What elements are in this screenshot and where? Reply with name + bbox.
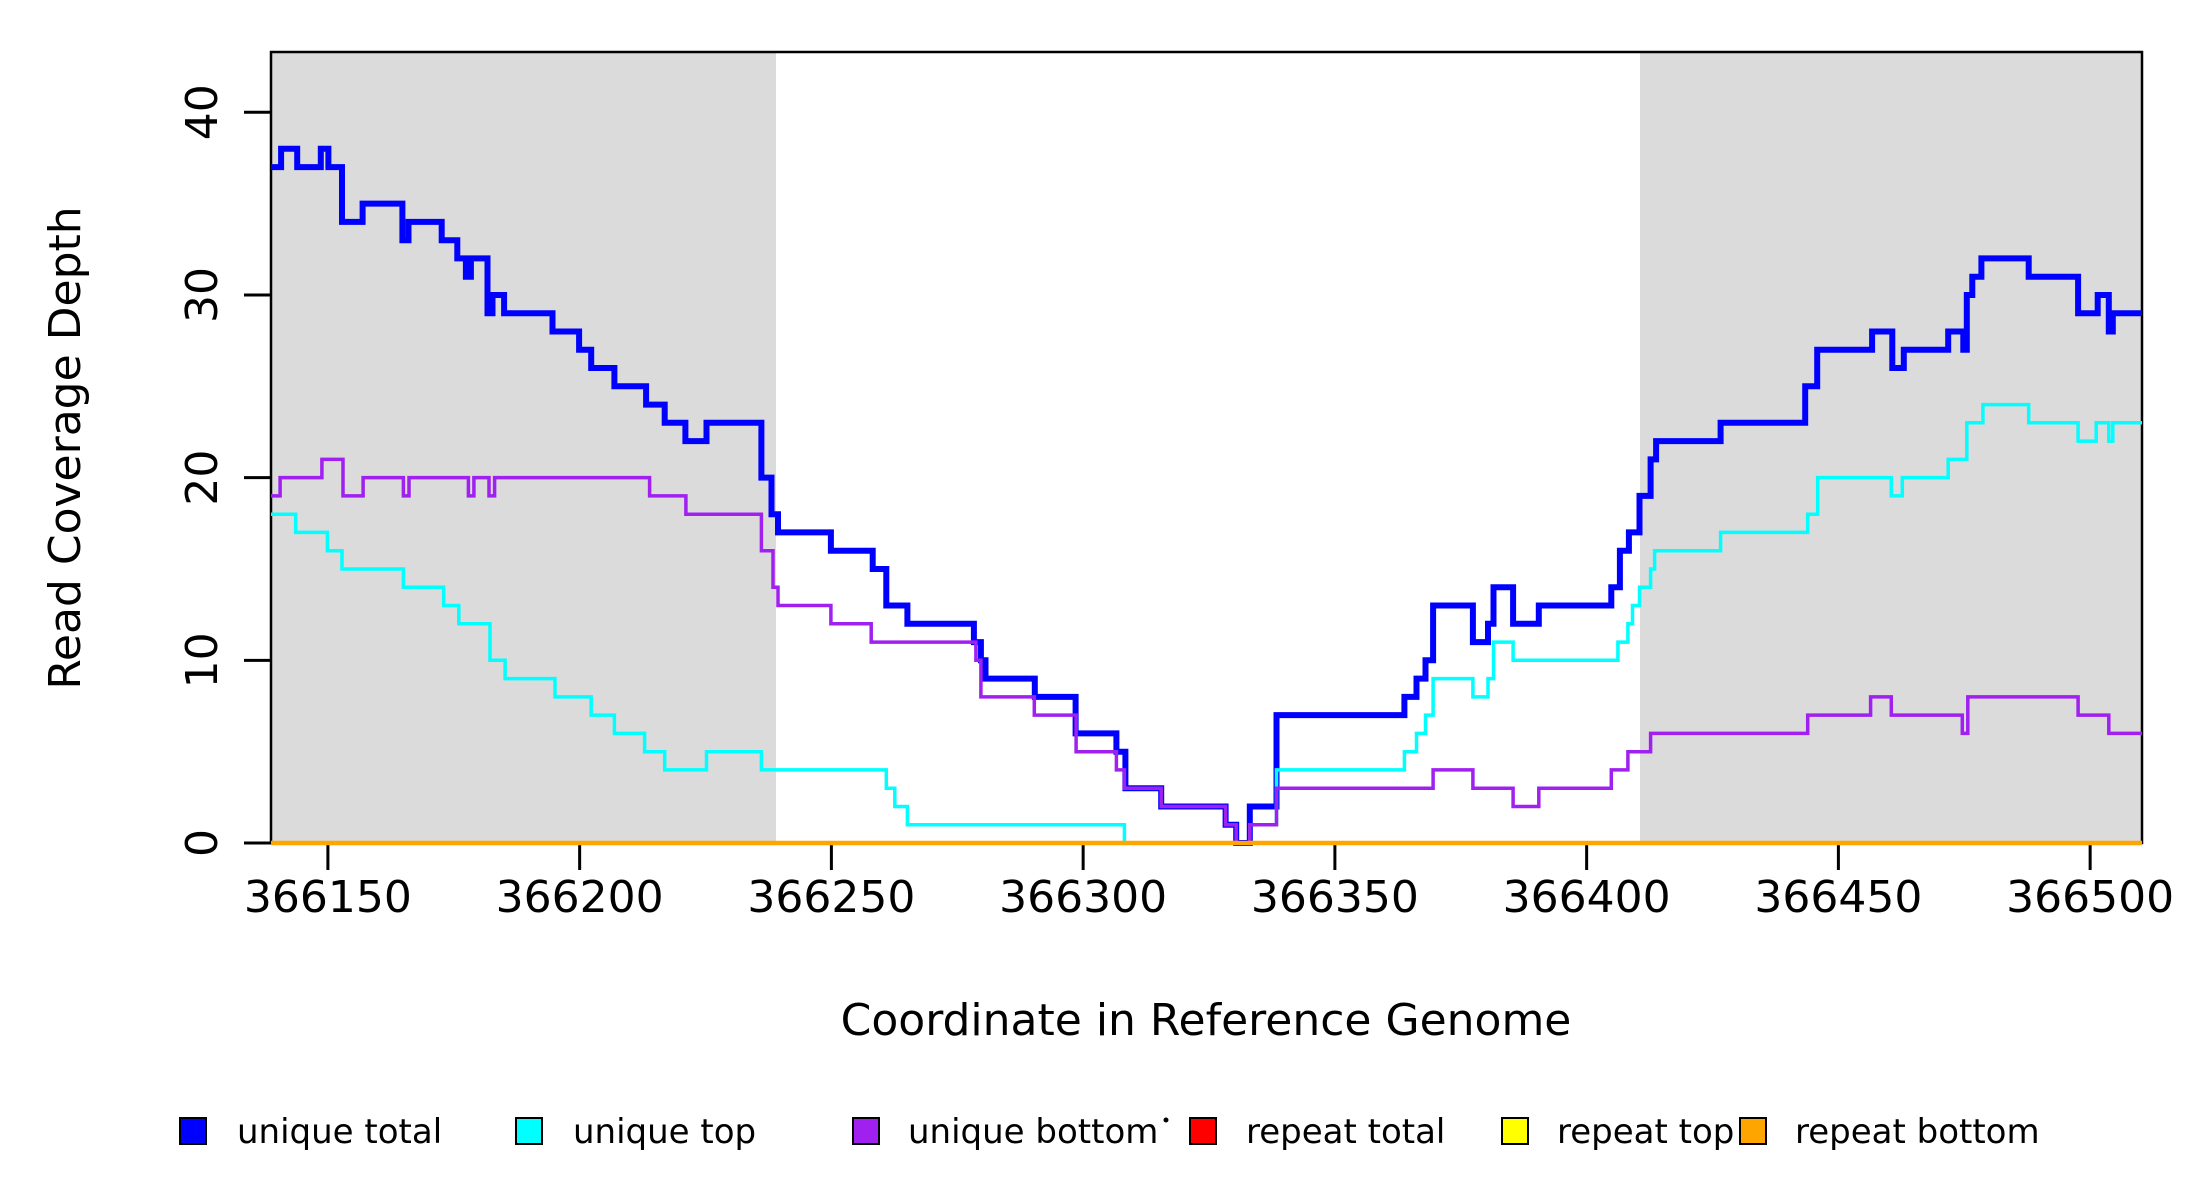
legend-swatch-unique-total xyxy=(179,1117,207,1145)
series-unique-top-line xyxy=(271,402,2142,845)
x-tick-label: 366350 xyxy=(1251,872,1419,923)
legend-item-repeat-bottom: repeat bottom xyxy=(1739,1112,2040,1152)
y-tick-label: 20 xyxy=(177,450,228,506)
legend-label: unique total xyxy=(237,1112,442,1152)
x-tick-label: 366450 xyxy=(1754,872,1922,923)
legend-label: unique top xyxy=(573,1112,756,1152)
shaded-region-right-unique-flank xyxy=(1640,52,2142,843)
x-tick-label: 366200 xyxy=(496,872,664,923)
x-axis-title: Coordinate in Reference Genome xyxy=(841,995,1572,1046)
legend-item-unique-bottom: unique bottom xyxy=(852,1112,1158,1152)
legend-label: unique bottom xyxy=(908,1112,1158,1152)
legend-swatch-unique-top xyxy=(515,1117,543,1145)
x-tick-label: 366400 xyxy=(1503,872,1671,923)
legend-item-repeat-total: repeat total xyxy=(1189,1112,1445,1152)
x-tick-label: 366300 xyxy=(999,872,1167,923)
legend-item-unique-total: unique total xyxy=(179,1112,442,1152)
shaded-regions-group xyxy=(271,52,2142,843)
legend-swatch-repeat-bottom xyxy=(1739,1117,1767,1145)
legend-item-unique-top: unique top xyxy=(515,1112,756,1152)
legend-label: repeat top xyxy=(1557,1112,1734,1152)
legend-label: repeat total xyxy=(1246,1112,1445,1152)
legend-swatch-unique-bottom xyxy=(852,1117,880,1145)
y-tick-label: 30 xyxy=(177,267,228,323)
x-tick-label: 366150 xyxy=(244,872,412,923)
series-lines-group xyxy=(271,145,2142,846)
x-tick-label: 366250 xyxy=(747,872,915,923)
legend-swatch-repeat-top xyxy=(1501,1117,1529,1145)
y-axis-title: Read Coverage Depth xyxy=(40,206,91,689)
y-tick-label: 10 xyxy=(177,632,228,688)
legend-swatch-repeat-total xyxy=(1189,1117,1217,1145)
legend: unique total unique top unique bottom repea… xyxy=(179,1112,2040,1152)
y-tick-label: 40 xyxy=(177,84,228,140)
legend-item-repeat-top: repeat top xyxy=(1501,1112,1734,1152)
series-unique-bottom-line xyxy=(271,457,2142,845)
legend-label: repeat bottom xyxy=(1795,1112,2040,1152)
axis-ticks-group: 366150 366200 366250 366300 366350 366400 3664… xyxy=(177,84,2174,923)
stray-dot-artifact xyxy=(1163,1117,1169,1123)
x-tick-label: 366500 xyxy=(2006,872,2174,923)
shaded-region-left-unique-flank xyxy=(271,52,777,843)
y-tick-label: 0 xyxy=(177,829,228,857)
